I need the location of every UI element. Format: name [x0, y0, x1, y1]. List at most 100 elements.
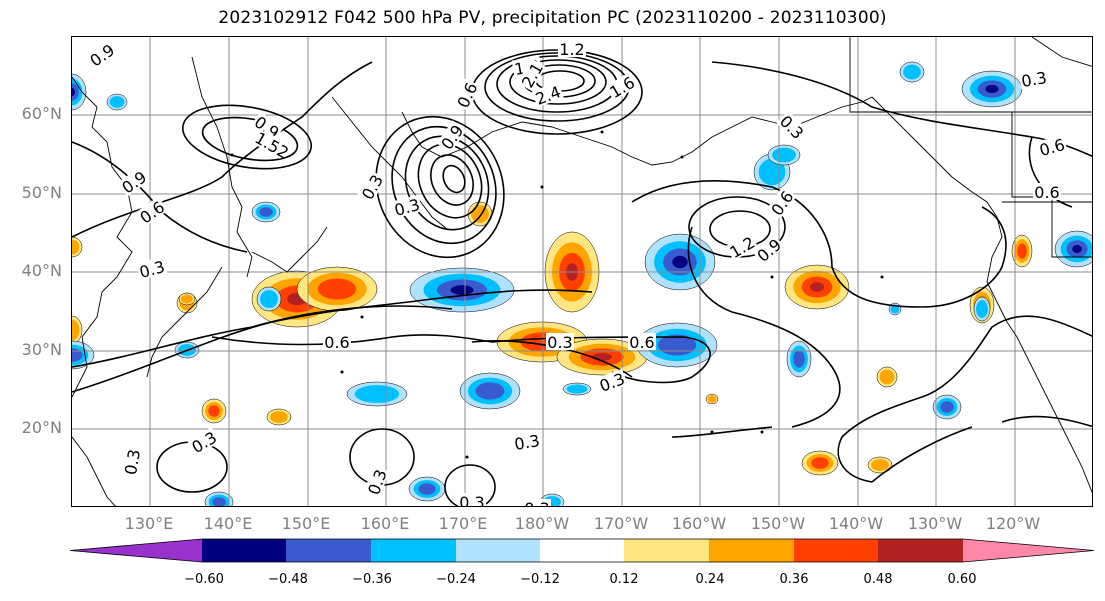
precip-blob	[772, 147, 796, 163]
contour-label-bg	[517, 58, 546, 92]
contour-label: 0.3	[547, 333, 572, 352]
contour-label: 1.2	[726, 233, 758, 262]
contour-label-bg	[357, 170, 386, 204]
contour-label: 0.6	[767, 187, 797, 219]
lon-label-150w: 150°W	[750, 514, 806, 533]
contour-label: 0.3	[513, 431, 541, 454]
precip-blob	[181, 294, 193, 304]
contour-label-bg	[187, 427, 221, 456]
coastline-path	[331, 96, 448, 230]
contour-label: 1.6	[606, 73, 638, 102]
colorbar	[70, 538, 1095, 563]
precip-blob	[72, 348, 83, 362]
contour-label-bg	[595, 368, 628, 395]
colorbar-segment	[878, 539, 963, 562]
colorbar-segment	[286, 539, 371, 562]
contour-label-bg	[1018, 67, 1050, 90]
precip-blob	[208, 405, 220, 417]
contour-label: 0.3	[137, 257, 167, 282]
contour-label: 0.3	[459, 493, 484, 507]
island-dot	[710, 430, 714, 434]
pv-contour-line	[871, 426, 973, 483]
lon-label-120w: 120°W	[985, 514, 1041, 533]
contour-label: 0.3	[776, 112, 807, 143]
colorbar-segment	[70, 539, 202, 562]
colorbar-tick-label: −0.36	[352, 572, 392, 587]
precip-blob	[259, 207, 273, 217]
precip-blob	[72, 239, 80, 255]
coastline-path	[871, 96, 1092, 494]
contour-label-bg	[628, 333, 656, 350]
island-dot	[880, 275, 884, 279]
coastline-path	[72, 76, 133, 398]
pv-contour-ring	[375, 115, 505, 259]
contour-label-bg	[436, 120, 467, 154]
pv-contour-line	[72, 141, 248, 253]
contour-label-bg	[523, 499, 551, 506]
colorbar-segment	[371, 539, 456, 562]
coastline-path	[72, 436, 116, 506]
pv-contour-line	[671, 426, 773, 438]
map-panel: 0.90.91.21.22.12.41.60.30.91.520.60.30.9…	[71, 36, 1093, 507]
precip-blob	[871, 459, 889, 471]
contour-label-bg	[85, 39, 119, 70]
colorbar-tick-label: −0.60	[184, 572, 224, 587]
contour-label-bg	[250, 111, 284, 142]
contour-label: 0.6	[629, 333, 654, 352]
lon-label-160e: 160°E	[360, 514, 410, 533]
island-dot	[760, 430, 764, 434]
contour-label-bg	[391, 194, 423, 219]
lon-label-140e: 140°E	[203, 514, 253, 533]
lat-label-30n: 30°N	[21, 340, 62, 359]
precip-blob	[707, 395, 717, 403]
precip-blob	[317, 278, 357, 300]
contour-label-bg	[323, 333, 351, 350]
pv-contour-line	[72, 61, 373, 238]
precip-blob	[903, 64, 921, 80]
colorbar-segment	[963, 539, 1094, 562]
contour-label-bg	[546, 333, 574, 350]
contour-label-bg	[752, 234, 785, 266]
island-dot	[680, 155, 684, 159]
precip-blob	[72, 319, 80, 341]
lon-label-140w: 140°W	[828, 514, 884, 533]
map-title: 2023102912 F042 500 hPa PV, precipitatio…	[218, 8, 887, 28]
colorbar-tick-label: −0.24	[436, 572, 476, 587]
colorbar-tick-label: 0.12	[609, 572, 639, 587]
contour-label-bg	[117, 166, 151, 197]
contour-label: 0.6	[1034, 183, 1059, 202]
precip-blob	[471, 205, 489, 223]
precip-blob	[109, 96, 125, 108]
colorbar-segment	[624, 539, 709, 562]
contour-label: 0.6	[324, 333, 349, 352]
contour-label-bg	[255, 130, 289, 159]
precip-blob	[976, 300, 988, 318]
contour-label: 0.9	[86, 40, 118, 70]
precip-blob	[1072, 245, 1082, 253]
precip-blob	[657, 334, 697, 356]
pv-contour-ring	[181, 104, 313, 170]
contour-label-bg	[1033, 183, 1061, 200]
precip-blob	[212, 497, 226, 506]
precip-blob	[809, 282, 825, 292]
colorbar-tick-label: 0.48	[863, 572, 893, 587]
lon-label-130w: 130°W	[907, 514, 963, 533]
pv-contour-ring	[417, 143, 483, 219]
lat-label-50n: 50°N	[21, 183, 62, 202]
precip-blob	[270, 411, 288, 423]
contour-label-bg	[725, 232, 759, 261]
contour-label-bg	[363, 465, 390, 498]
island-dot	[465, 455, 469, 459]
contour-label-bg	[531, 81, 564, 108]
contour-label-bg	[452, 78, 481, 112]
pv-contour-ring	[509, 59, 607, 105]
precip-blob	[879, 369, 895, 385]
precip-blob	[260, 290, 278, 308]
precip-blob	[940, 401, 954, 413]
map-canvas: 0.90.91.21.22.12.41.60.30.91.520.60.30.9…	[72, 37, 1092, 507]
colorbar-tick-label: −0.12	[520, 572, 560, 587]
coastline-path	[251, 226, 328, 273]
contour-label-bg	[511, 430, 543, 453]
pv-contour-ring	[156, 441, 228, 493]
contour-label-bg	[120, 446, 143, 478]
